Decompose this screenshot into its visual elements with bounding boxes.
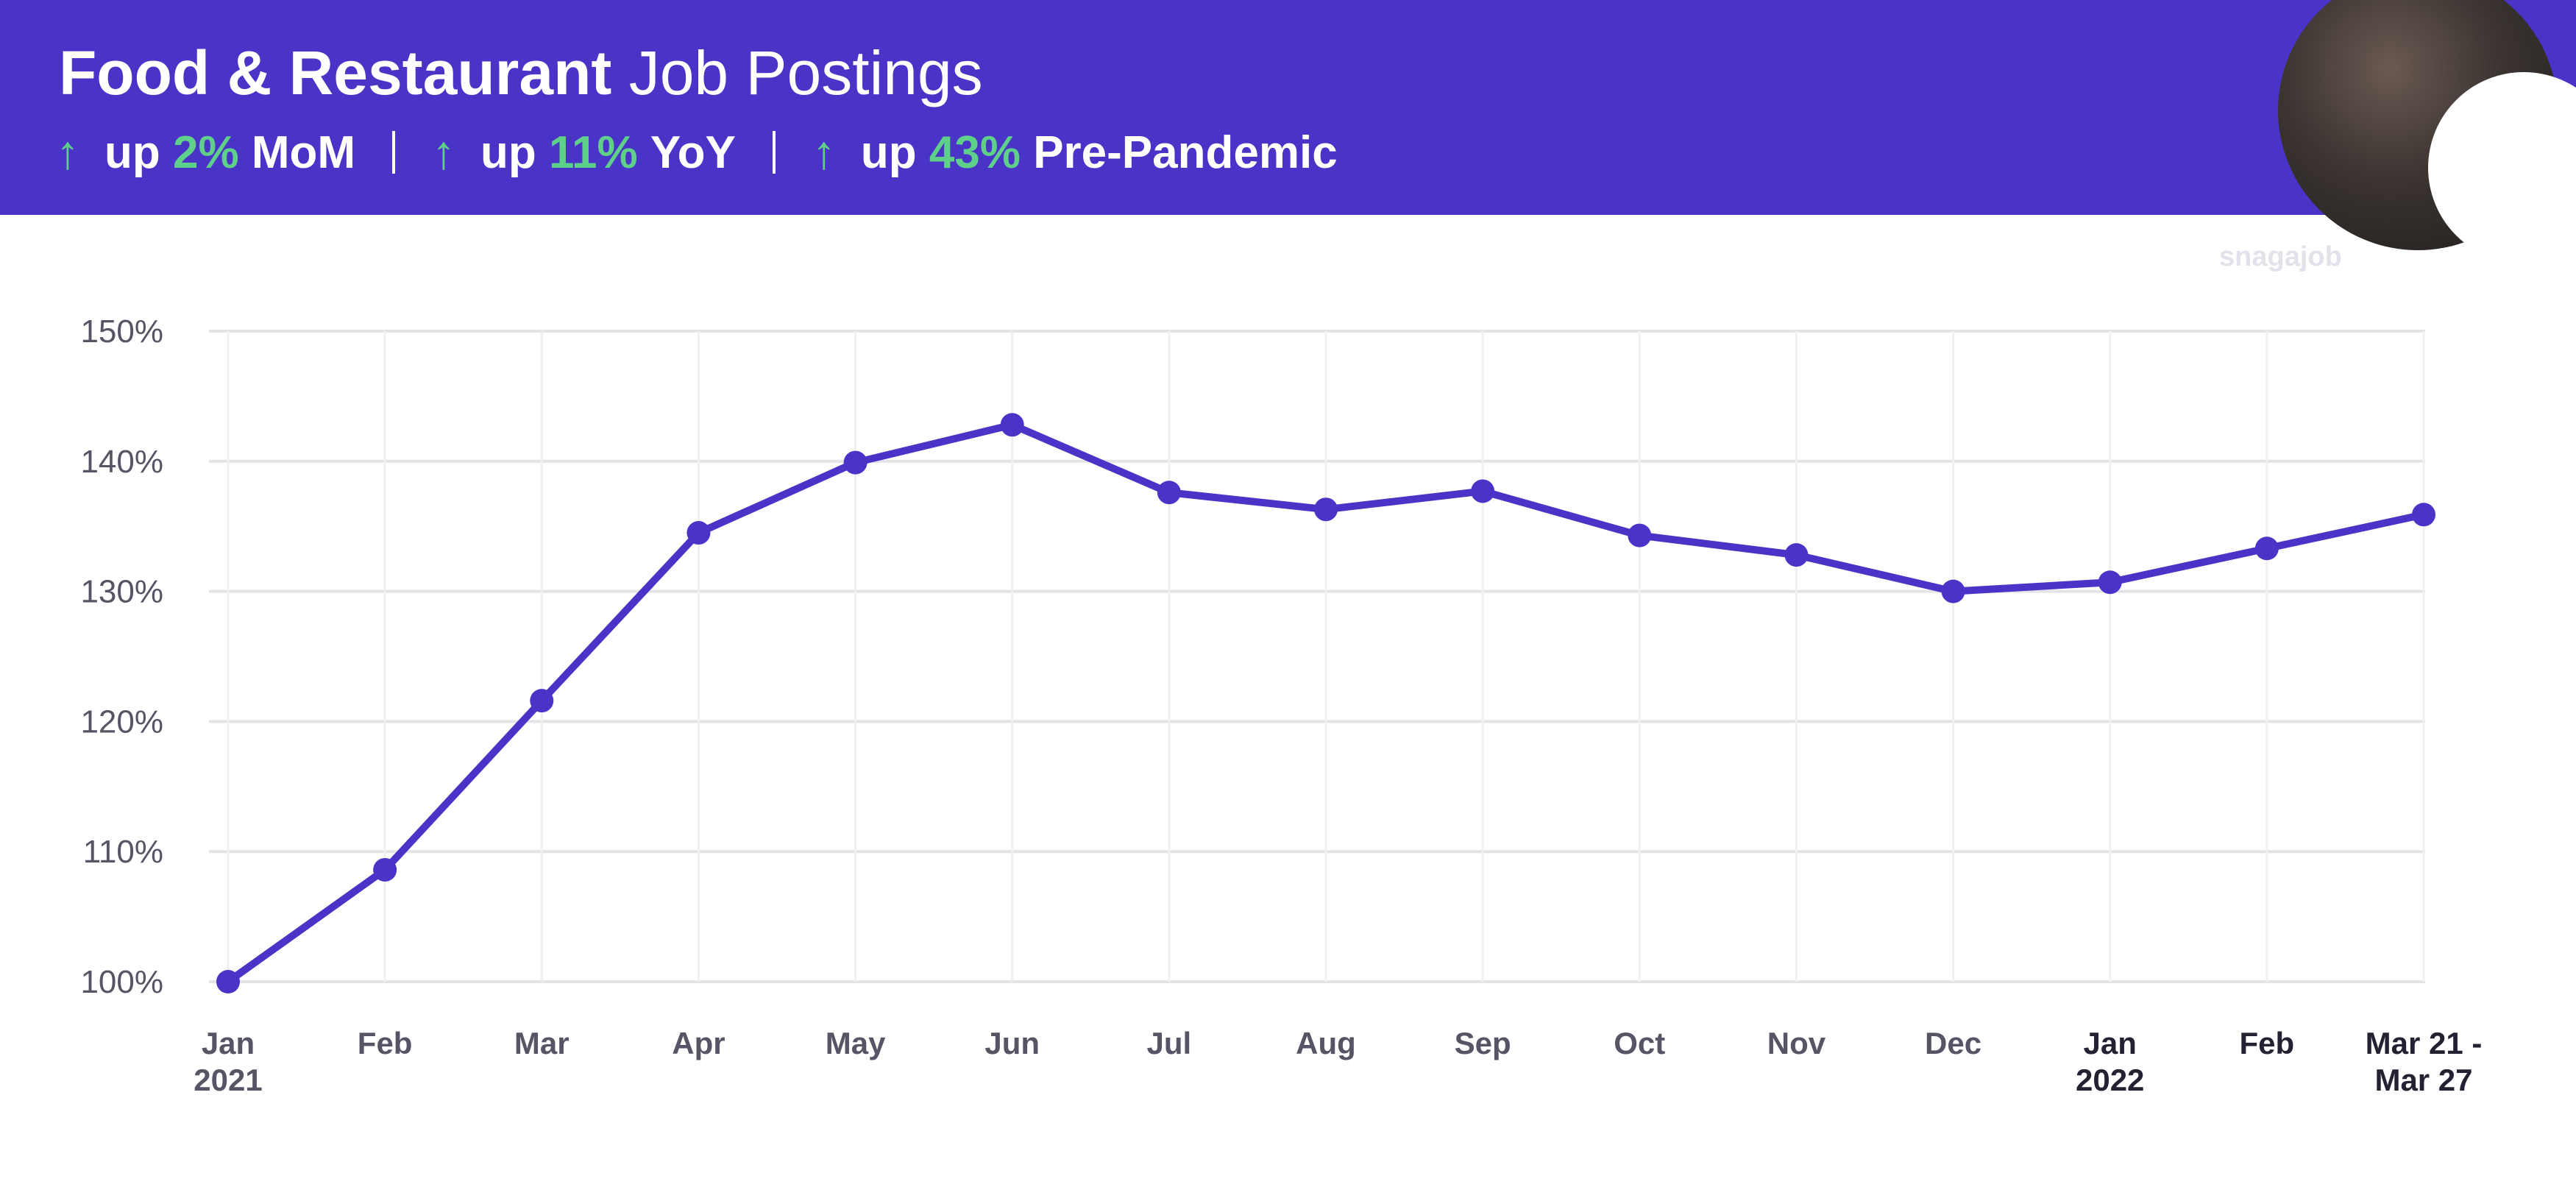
data-point: [686, 521, 711, 545]
stat-prefix: up: [480, 127, 536, 178]
title-bold: Food & Restaurant: [59, 38, 612, 107]
stat-mom: ↑ up 2% MoM: [56, 125, 355, 180]
y-tick-label: 150%: [80, 313, 163, 350]
x-tick-label: Dec: [1925, 1026, 1981, 1060]
snagajob-logo-icon: [2428, 72, 2576, 263]
x-tick-label: Nov: [1767, 1026, 1826, 1060]
data-point: [1471, 479, 1495, 503]
x-tick-label: Sep: [1455, 1026, 1511, 1060]
stat-percent: 43%: [929, 127, 1021, 178]
stat-label: YoY: [650, 127, 736, 178]
data-point: [2412, 503, 2435, 527]
x-tick-label: Jan 2021: [194, 1026, 262, 1097]
x-tick-label: Apr: [672, 1026, 725, 1060]
data-point: [2098, 570, 2122, 595]
x-tick-label: Feb: [358, 1026, 413, 1060]
stat-yoy: ↑ up 11% YoY: [432, 125, 736, 180]
x-tick-label: Aug: [1296, 1026, 1356, 1060]
data-point: [1784, 543, 1809, 567]
y-tick-label: 120%: [80, 704, 163, 740]
x-tick-label: May: [826, 1026, 886, 1060]
data-point: [1000, 413, 1024, 437]
stat-pre-pandemic: ↑ up 43% Pre-Pandemic: [812, 125, 1338, 180]
data-point: [843, 450, 867, 475]
data-point: [1157, 481, 1181, 505]
y-tick-label: 140%: [80, 444, 163, 480]
stat-prefix: up: [104, 127, 160, 178]
divider: [392, 131, 395, 174]
y-tick-label: 100%: [80, 964, 163, 1000]
data-point: [1628, 523, 1652, 548]
header-banner: Food & Restaurant Job Postings ↑ up 2% M…: [0, 0, 2576, 215]
up-arrow-icon: ↑: [432, 126, 455, 179]
x-tick-label: Feb: [2240, 1026, 2295, 1060]
divider: [772, 131, 776, 174]
data-point: [1314, 497, 1338, 522]
data-point: [1941, 579, 1965, 603]
stat-label: Pre-Pandemic: [1033, 127, 1338, 178]
x-tick-label: Jul: [1147, 1026, 1192, 1060]
y-tick-label: 110%: [83, 834, 163, 870]
up-arrow-icon: ↑: [56, 126, 79, 179]
page-title: Food & Restaurant Job Postings: [59, 32, 983, 113]
data-point: [216, 970, 240, 993]
x-tick-label: Oct: [1614, 1026, 1665, 1060]
stat-prefix: up: [860, 127, 917, 178]
x-tick-label: Mar 21 -Mar 27: [2366, 1026, 2483, 1097]
x-tick-label: Jan 2022: [2076, 1026, 2144, 1097]
up-arrow-icon: ↑: [812, 126, 836, 179]
stat-label: MoM: [251, 127, 355, 178]
title-light: Job Postings: [628, 38, 983, 107]
x-tick-label: Jun: [984, 1026, 1040, 1060]
y-tick-label: 130%: [80, 574, 163, 610]
stat-percent: 11%: [548, 127, 638, 178]
data-point: [2254, 536, 2279, 561]
brand-watermark: snagajob: [2219, 241, 2342, 272]
stats-row: ↑ up 2% MoM ↑ up 11% YoY ↑ up 43% Pre-Pa…: [56, 119, 1338, 185]
data-point: [530, 689, 554, 713]
data-point: [373, 857, 397, 882]
stat-percent: 2%: [172, 127, 239, 178]
x-tick-label: Mar: [514, 1026, 570, 1060]
